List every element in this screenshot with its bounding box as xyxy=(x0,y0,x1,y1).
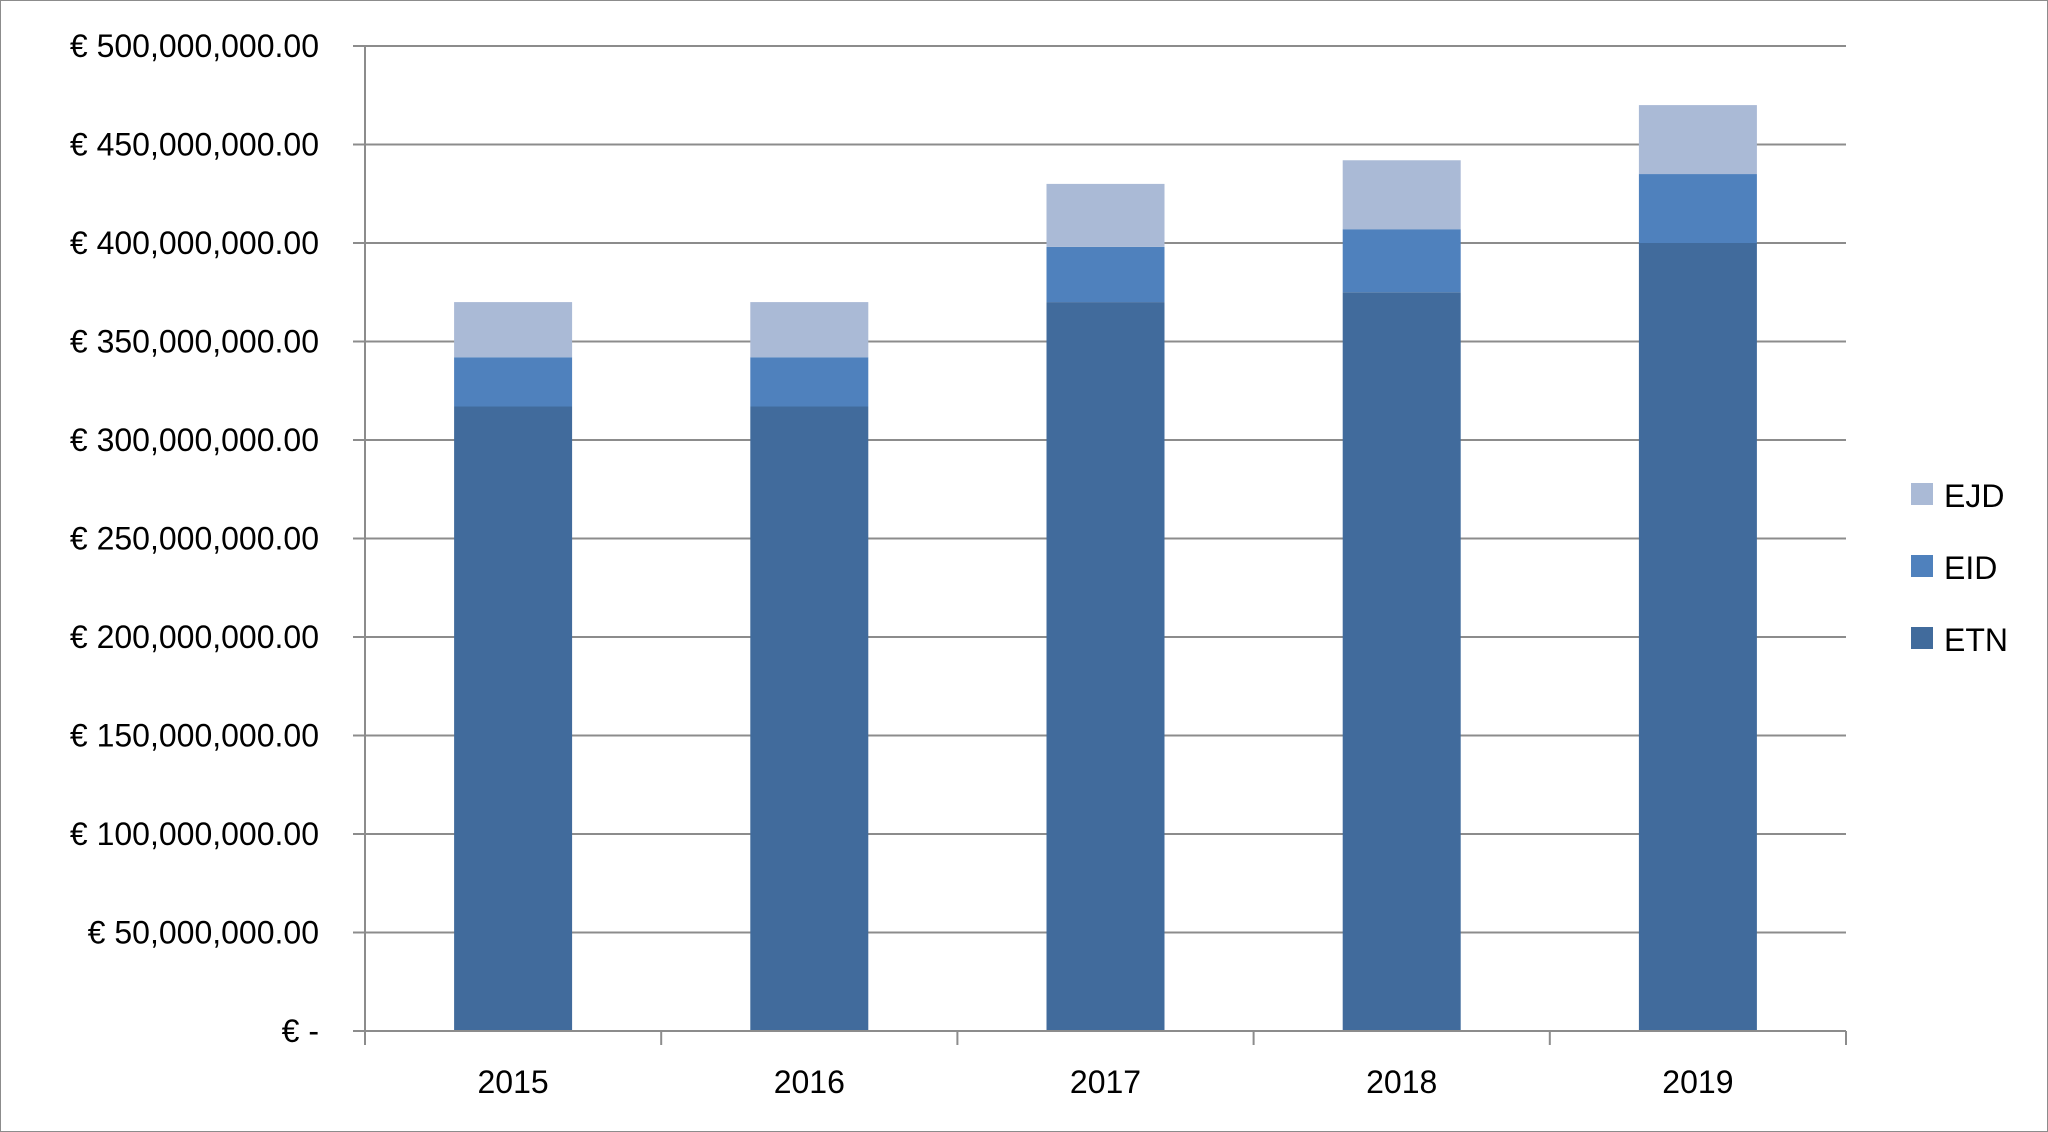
x-tick-label: 2015 xyxy=(478,1064,549,1100)
bar-etn-2015 xyxy=(454,406,573,1031)
x-tick-label: 2019 xyxy=(1662,1064,1733,1100)
bar-eid-2019 xyxy=(1638,174,1757,243)
bar-etn-2017 xyxy=(1046,302,1165,1032)
bar-etn-2019 xyxy=(1638,243,1757,1031)
bars xyxy=(454,105,1757,1032)
legend-label-ejd: EJD xyxy=(1944,478,2004,514)
bar-ejd-2019 xyxy=(1638,105,1757,175)
bar-ejd-2018 xyxy=(1342,160,1461,230)
bar-etn-2016 xyxy=(750,406,869,1031)
y-tick-labels: € - € 50,000,000.00 € 100,000,000.00 € 150,… xyxy=(70,28,319,1049)
axes xyxy=(353,45,1847,1045)
legend-swatch-eid xyxy=(1911,555,1933,577)
y-tick-label: € 100,000,000.00 xyxy=(70,816,319,852)
bar-ejd-2015 xyxy=(454,302,573,358)
y-tick-label: € 150,000,000.00 xyxy=(70,718,319,754)
y-tick-label: € 350,000,000.00 xyxy=(70,324,319,360)
y-tick-label: € 250,000,000.00 xyxy=(70,521,319,557)
bar-eid-2018 xyxy=(1342,229,1461,293)
y-tick-label: € 450,000,000.00 xyxy=(70,127,319,163)
legend: EJD EID ETN xyxy=(1911,478,2008,658)
x-tick-label: 2016 xyxy=(774,1064,845,1100)
y-tick-label: € 300,000,000.00 xyxy=(70,422,319,458)
bar-ejd-2016 xyxy=(750,302,869,358)
y-tick-label: € 50,000,000.00 xyxy=(88,915,319,951)
x-tick-label: 2018 xyxy=(1366,1064,1437,1100)
bar-eid-2017 xyxy=(1046,246,1165,303)
bar-etn-2018 xyxy=(1342,292,1461,1031)
y-tick-label: € 500,000,000.00 xyxy=(70,28,319,64)
legend-swatch-ejd xyxy=(1911,483,1933,505)
y-tick-label: € 200,000,000.00 xyxy=(70,619,319,655)
bar-ejd-2017 xyxy=(1046,183,1165,247)
bar-eid-2016 xyxy=(750,357,869,407)
legend-swatch-etn xyxy=(1911,627,1933,649)
y-tick-label: € 400,000,000.00 xyxy=(70,225,319,261)
legend-label-eid: EID xyxy=(1944,550,1997,586)
x-tick-label: 2017 xyxy=(1070,1064,1141,1100)
x-tick-labels: 2015 2016 2017 2018 2019 xyxy=(478,1064,1734,1100)
bar-eid-2015 xyxy=(454,357,573,407)
y-tick-label: € - xyxy=(282,1013,319,1049)
legend-label-etn: ETN xyxy=(1944,622,2008,658)
